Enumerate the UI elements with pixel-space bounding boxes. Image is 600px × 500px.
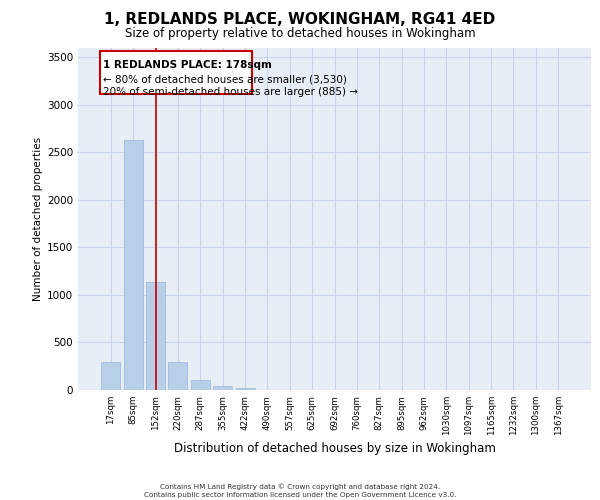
Bar (101, 362, 121, 390)
Bar (236, 388, 254, 390)
Text: Size of property relative to detached houses in Wokingham: Size of property relative to detached ho… (125, 28, 475, 40)
Bar (100, 52, 252, 94)
Bar (191, 380, 210, 390)
Text: Contains HM Land Registry data © Crown copyright and database right 2024.
Contai: Contains HM Land Registry data © Crown c… (144, 484, 456, 498)
Bar (124, 140, 143, 390)
Bar (146, 282, 165, 390)
Text: 1, REDLANDS PLACE, WOKINGHAM, RG41 4ED: 1, REDLANDS PLACE, WOKINGHAM, RG41 4ED (104, 12, 496, 28)
Bar (169, 362, 187, 390)
Text: ← 80% of detached houses are smaller (3,530): ← 80% of detached houses are smaller (3,… (103, 74, 347, 84)
X-axis label: Distribution of detached houses by size in Wokingham: Distribution of detached houses by size … (173, 442, 496, 455)
Text: 1 REDLANDS PLACE: 178sqm: 1 REDLANDS PLACE: 178sqm (103, 60, 272, 70)
Y-axis label: Number of detached properties: Number of detached properties (33, 136, 43, 301)
Bar (213, 386, 232, 390)
Text: 20% of semi-detached houses are larger (885) →: 20% of semi-detached houses are larger (… (103, 88, 358, 98)
